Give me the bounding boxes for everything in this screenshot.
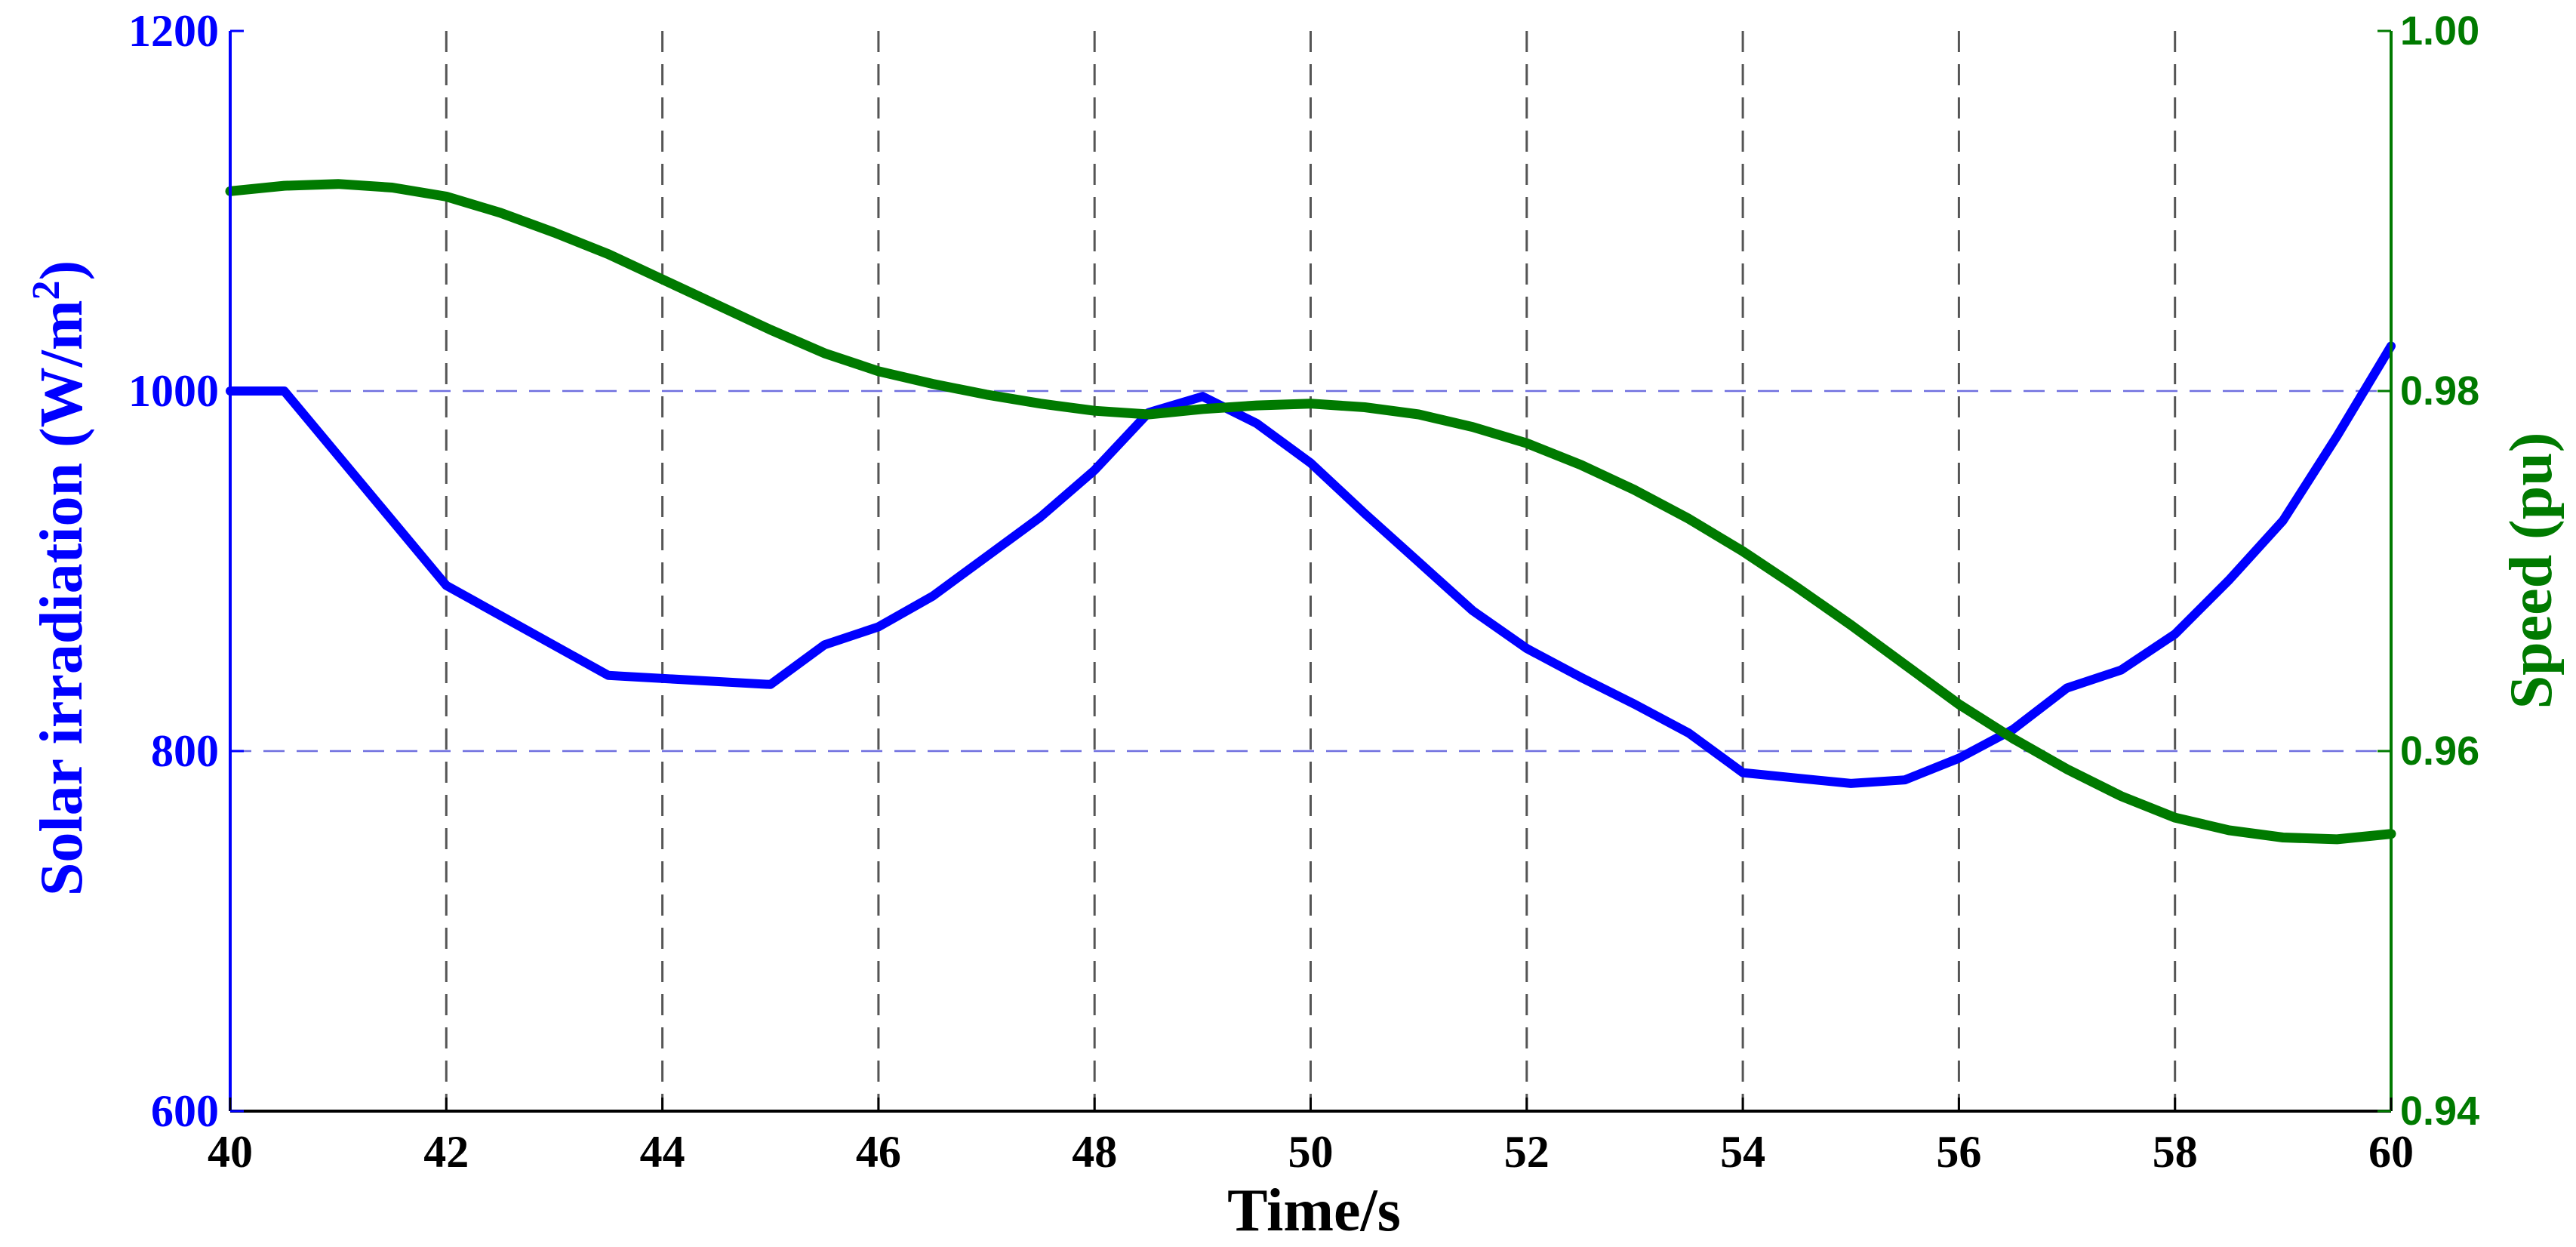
- x-tick-label: 56: [1936, 1127, 1981, 1177]
- x-tick-label: 42: [423, 1127, 469, 1177]
- y-axis-label-superscript: 2: [25, 281, 68, 300]
- x-tick-label: 48: [1072, 1127, 1117, 1177]
- x-tick-label: 50: [1288, 1127, 1334, 1177]
- y-axis-label-main: Solar irradiation (W/m: [29, 300, 95, 897]
- x-axis-label: Time/s: [1227, 1178, 1401, 1244]
- y-tick-label: 800: [151, 726, 219, 776]
- y2-tick-label: 0.96: [2400, 728, 2479, 774]
- y2-tick-label: 0.94: [2400, 1088, 2479, 1134]
- y-tick-label: 600: [151, 1086, 219, 1136]
- x-tick-label: 46: [856, 1127, 901, 1177]
- y-axis-label-close: ): [29, 260, 95, 281]
- y-tick-label: 1200: [128, 6, 219, 56]
- ticks-layer: 40 42 44 46 48 50 52 54 56 58 60 600 800 1000 1200 0.94…: [128, 6, 2479, 1177]
- y2-tick-label: 1.00: [2400, 8, 2479, 54]
- x-tick-label: 40: [208, 1127, 253, 1177]
- irradiation-series-line: [226, 341, 2396, 788]
- x-tick-label: 54: [1720, 1127, 1765, 1177]
- x-tick-label: 44: [640, 1127, 685, 1177]
- x-tick-label: 58: [2153, 1127, 2198, 1177]
- series-layer: [225, 179, 2396, 845]
- speed-series-line: [225, 179, 2396, 845]
- x-tick-label: 52: [1504, 1127, 1550, 1177]
- y-axis-label: Solar irradiation (W/m2): [25, 260, 95, 896]
- y-tick-label: 1000: [128, 366, 219, 416]
- grid-layer: [230, 31, 2391, 1111]
- y2-axis-label: Speed (pu): [2498, 433, 2565, 710]
- x-tick-label: 60: [2368, 1127, 2414, 1177]
- y2-tick-label: 0.98: [2400, 368, 2479, 414]
